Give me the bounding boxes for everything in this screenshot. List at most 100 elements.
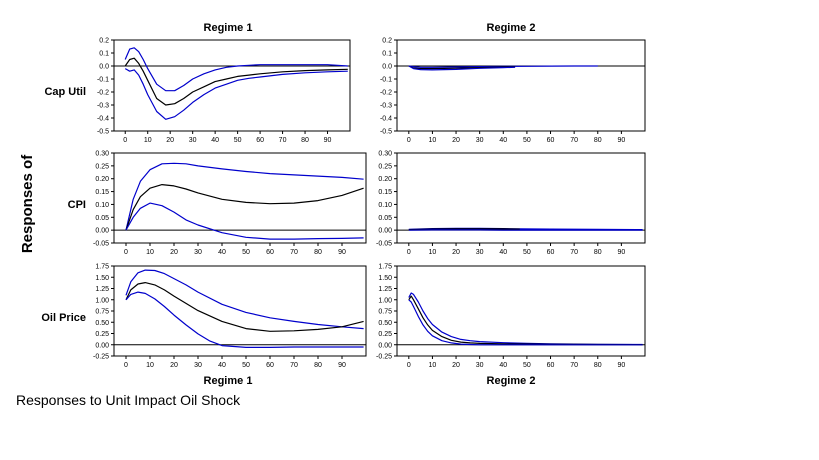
series-line-estimate xyxy=(408,65,516,70)
column-titles-top: Regime 1 Regime 2 xyxy=(204,22,536,34)
y-tick-label: 0.2 xyxy=(99,38,109,45)
y-tick-label: 0.20 xyxy=(378,176,392,183)
x-tick-label: 10 xyxy=(146,249,154,256)
row-label-cpi: CPI xyxy=(68,199,86,211)
x-tick-label: 80 xyxy=(301,137,309,144)
x-tick-label: 0 xyxy=(407,137,411,144)
x-tick-label: 60 xyxy=(266,362,274,369)
y-tick-label: 0.25 xyxy=(95,331,109,338)
y-axis-title: Responses of xyxy=(19,154,36,253)
y-tick-label: -0.05 xyxy=(93,241,109,248)
y-tick-label: 0.75 xyxy=(378,309,392,316)
y-tick-label: 0.25 xyxy=(378,163,392,170)
x-tick-label: 60 xyxy=(266,249,274,256)
series-line-estimate xyxy=(408,295,643,346)
col-title-regime-1: Regime 1 xyxy=(204,22,253,34)
x-tick-label: 70 xyxy=(290,249,298,256)
y-tick-label: 0.15 xyxy=(95,189,109,196)
row-labels: Cap Util CPI Oil Price xyxy=(41,86,86,324)
series-line-upper xyxy=(125,269,364,330)
series-line-lower xyxy=(408,299,643,346)
panel-oil-price-regime-2: -0.25 0.00 0.25 0.50 0.75 1.00 1.25 1.50 1.75 0 10… xyxy=(376,264,646,369)
x-tick-label: 0 xyxy=(407,362,411,369)
y-tick-label: -0.25 xyxy=(93,354,109,361)
series-line-upper xyxy=(125,162,364,231)
y-tick-label: 0.0 xyxy=(382,64,392,71)
x-tick-label: 30 xyxy=(194,249,202,256)
x-tick-label: 50 xyxy=(523,362,531,369)
x-tick-label: 70 xyxy=(570,362,578,369)
y-tick-label: 0.05 xyxy=(378,215,392,222)
col-title-bottom-regime-2: Regime 2 xyxy=(487,375,536,387)
y-tick-label: 0.00 xyxy=(378,228,392,235)
x-tick-label: 20 xyxy=(166,137,174,144)
y-tick-label: 0.30 xyxy=(95,151,109,158)
x-tick-label: 50 xyxy=(242,362,250,369)
x-tick-label: 0 xyxy=(407,249,411,256)
x-tick-label: 30 xyxy=(194,362,202,369)
series-line-estimate xyxy=(125,184,364,231)
y-tick-label: -0.05 xyxy=(376,241,392,248)
x-tick-label: 80 xyxy=(314,249,322,256)
x-tick-label: 70 xyxy=(570,137,578,144)
x-tick-label: 40 xyxy=(211,137,219,144)
x-tick-label: 10 xyxy=(429,137,437,144)
x-tick-label: 40 xyxy=(218,249,226,256)
y-tick-label: 1.50 xyxy=(378,275,392,282)
y-tick-label: 0.00 xyxy=(95,228,109,235)
y-tick-label: 1.25 xyxy=(378,286,392,293)
y-tick-label: -0.4 xyxy=(97,116,109,123)
x-tick-label: 10 xyxy=(429,362,437,369)
x-tick-label: 80 xyxy=(314,362,322,369)
series-line-estimate xyxy=(408,228,520,231)
y-tick-label: 0.25 xyxy=(378,331,392,338)
x-tick-label: 30 xyxy=(476,137,484,144)
x-tick-label: 90 xyxy=(617,137,625,144)
x-tick-label: 10 xyxy=(146,362,154,369)
y-tick-label: 0.15 xyxy=(378,189,392,196)
y-tick-label: -0.2 xyxy=(380,90,392,97)
panel-cap-util-regime-2: -0.5 -0.4 -0.3 -0.2 -0.1 0.0 0.1 0.2 0 10 20 30 40 50… xyxy=(380,38,646,144)
series-line-upper xyxy=(408,65,598,68)
x-tick-label: 0 xyxy=(123,137,127,144)
y-tick-label: 1.50 xyxy=(95,275,109,282)
series-line-lower xyxy=(124,68,348,120)
y-tick-label: -0.3 xyxy=(380,103,392,110)
y-tick-label: 0.20 xyxy=(95,176,109,183)
y-tick-label: 1.25 xyxy=(95,286,109,293)
x-tick-label: 80 xyxy=(594,137,602,144)
x-tick-label: 60 xyxy=(547,137,555,144)
x-tick-label: 0 xyxy=(124,362,128,369)
x-tick-label: 30 xyxy=(189,137,197,144)
x-tick-label: 40 xyxy=(499,362,507,369)
y-tick-label: 0.2 xyxy=(382,38,392,45)
y-tick-label: 0.0 xyxy=(99,64,109,71)
y-tick-label: -0.3 xyxy=(97,103,109,110)
x-tick-label: 60 xyxy=(256,137,264,144)
row-label-cap-util: Cap Util xyxy=(44,86,86,98)
x-tick-label: 40 xyxy=(499,249,507,256)
x-tick-label: 30 xyxy=(476,249,484,256)
y-tick-label: 0.50 xyxy=(95,320,109,327)
x-tick-label: 20 xyxy=(170,249,178,256)
y-tick-label: -0.4 xyxy=(380,116,392,123)
plot-frame xyxy=(396,152,646,244)
y-tick-label: 1.00 xyxy=(95,297,109,304)
series-line-estimate xyxy=(125,282,364,332)
plot-frame xyxy=(396,265,646,357)
panel-cap-util-regime-1: -0.5 -0.4 -0.3 -0.2 -0.1 0.0 0.1 0.2 0 10 20 30 40 50… xyxy=(97,38,351,144)
plot-frame xyxy=(113,39,351,132)
panel-oil-price-regime-1: -0.25 0.00 0.25 0.50 0.75 1.00 1.25 1.50 1.75 0 10… xyxy=(93,264,367,369)
series-line-lower xyxy=(125,202,364,240)
col-title-regime-2: Regime 2 xyxy=(487,22,536,34)
y-tick-label: 0.10 xyxy=(95,202,109,209)
y-tick-label: 1.75 xyxy=(378,264,392,271)
x-tick-label: 10 xyxy=(144,137,152,144)
x-tick-label: 50 xyxy=(523,137,531,144)
y-tick-label: 1.75 xyxy=(95,264,109,271)
series-line-lower xyxy=(125,291,364,348)
y-tick-label: 0.1 xyxy=(382,51,392,58)
x-tick-label: 70 xyxy=(279,137,287,144)
y-tick-label: 0.30 xyxy=(378,151,392,158)
x-tick-label: 40 xyxy=(499,137,507,144)
